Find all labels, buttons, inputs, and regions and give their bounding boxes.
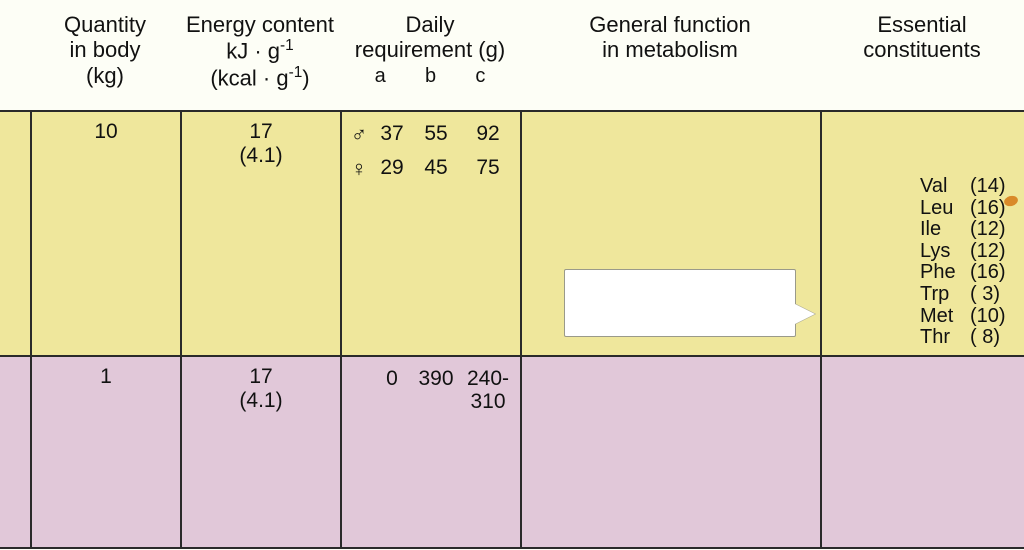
row1-constituents: Val(14) Leu(16) Ile(12) Lys(12) Phe(16) … xyxy=(820,112,1024,355)
header-quantity-l1: Quantity xyxy=(64,12,146,37)
row2-requirement-grid: 0 390 240- 310 xyxy=(348,367,514,413)
header-spacer xyxy=(0,0,30,12)
row1-leader xyxy=(0,112,30,355)
table-header: Quantity in body (kg) Energy content kJ … xyxy=(0,0,1024,110)
header-energy-l1: Energy content xyxy=(186,12,334,37)
table-body: 10 17 (4.1) ♂ 37 55 92 ♀ 29 45 75 xyxy=(0,110,1024,549)
header-function-l1: General function xyxy=(589,12,750,37)
header-energy: Energy content kJ · g-1 (kcal · g-1) xyxy=(180,0,340,91)
header-energy-l3: (kcal · g-1) xyxy=(180,64,340,91)
row1-function xyxy=(520,112,820,355)
row2-leader xyxy=(0,357,30,547)
header-constituents-l2: constituents xyxy=(820,37,1024,62)
header-function: General function in metabolism xyxy=(520,0,820,63)
male-symbol-icon: ♂ xyxy=(346,122,372,148)
header-requirement-l2: requirement (g) xyxy=(340,37,520,62)
female-symbol-icon: ♀ xyxy=(346,156,372,182)
header-quantity-l3: (kg) xyxy=(30,63,180,88)
table-row: 10 17 (4.1) ♂ 37 55 92 ♀ 29 45 75 xyxy=(0,112,1024,357)
header-constituents: Essential constituents xyxy=(820,0,1024,63)
header-requirement-abc: a b c xyxy=(355,65,505,88)
row1-energy: 17 (4.1) xyxy=(180,112,340,355)
row2-requirement: 0 390 240- 310 xyxy=(340,357,520,547)
row1-requirement: ♂ 37 55 92 ♀ 29 45 75 xyxy=(340,112,520,355)
callout-bubble xyxy=(564,269,796,337)
header-function-l2: in metabolism xyxy=(520,37,820,62)
header-energy-l2: kJ · g-1 xyxy=(180,37,340,64)
header-quantity: Quantity in body (kg) xyxy=(30,0,180,88)
row1-quantity: 10 xyxy=(30,112,180,355)
table-row: 1 17 (4.1) 0 390 240- 310 xyxy=(0,357,1024,549)
header-quantity-l2: in body xyxy=(30,37,180,62)
header-requirement-l1: Daily xyxy=(406,12,455,37)
row1-requirement-grid: ♂ 37 55 92 ♀ 29 45 75 xyxy=(348,122,514,182)
row2-constituents xyxy=(820,357,1024,547)
essential-constituents-list: Val(14) Leu(16) Ile(12) Lys(12) Phe(16) … xyxy=(920,176,1016,349)
header-constituents-l1: Essential xyxy=(877,12,966,37)
row2-energy: 17 (4.1) xyxy=(180,357,340,547)
header-requirement: Daily requirement (g) a b c xyxy=(340,0,520,88)
nutrient-table: { "header": { "quantity": { "l1": "Quant… xyxy=(0,0,1024,550)
row2-function xyxy=(520,357,820,547)
row2-quantity: 1 xyxy=(30,357,180,547)
